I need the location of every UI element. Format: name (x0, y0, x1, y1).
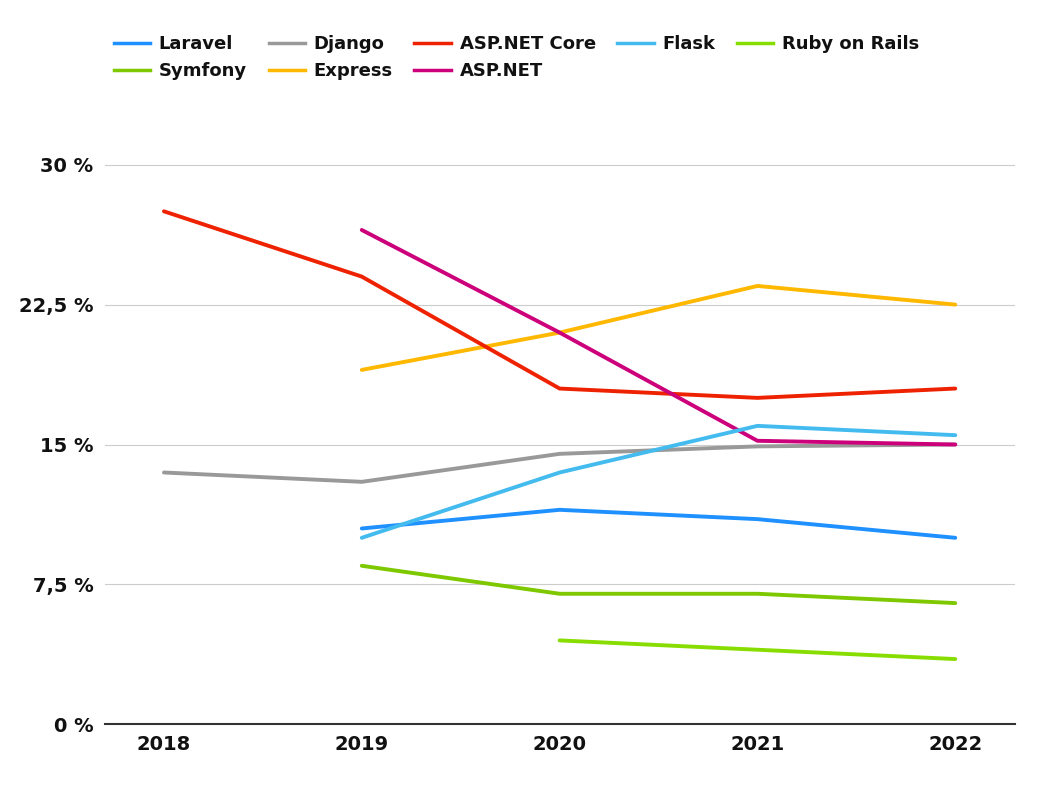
ASP.NET Core (949, 384, 961, 393)
ASP.NET Core (751, 393, 764, 403)
Line: Flask: Flask (362, 426, 955, 538)
Line: Laravel: Laravel (362, 509, 955, 538)
Line: Express: Express (362, 286, 955, 370)
Express (949, 300, 961, 310)
ASP.NET (751, 436, 764, 446)
Django (158, 468, 170, 478)
Line: Django: Django (164, 444, 955, 482)
Flask (356, 533, 368, 543)
Flask (949, 431, 961, 440)
Ruby on Rails (553, 636, 566, 646)
Laravel (751, 514, 764, 524)
Django (949, 439, 961, 449)
Flask (751, 421, 764, 431)
Express (553, 328, 566, 338)
Line: ASP.NET: ASP.NET (362, 230, 955, 444)
Django (553, 449, 566, 458)
Express (751, 281, 764, 291)
Symfony (949, 599, 961, 608)
Symfony (356, 561, 368, 571)
Ruby on Rails (949, 654, 961, 664)
Laravel (949, 533, 961, 543)
Django (751, 442, 764, 451)
Django (356, 477, 368, 486)
Line: Ruby on Rails: Ruby on Rails (560, 641, 955, 659)
ASP.NET (356, 225, 368, 235)
Symfony (553, 589, 566, 599)
Laravel (356, 524, 368, 533)
ASP.NET Core (158, 206, 170, 216)
Flask (553, 468, 566, 478)
Symfony (751, 589, 764, 599)
Ruby on Rails (751, 645, 764, 654)
ASP.NET (949, 439, 961, 449)
ASP.NET Core (356, 272, 368, 282)
Line: ASP.NET Core: ASP.NET Core (164, 211, 955, 398)
Express (356, 365, 368, 375)
Legend: Laravel, Symfony, Django, Express, ASP.NET Core, ASP.NET, Flask, Ruby on Rails: Laravel, Symfony, Django, Express, ASP.N… (114, 35, 919, 80)
ASP.NET (553, 328, 566, 338)
Laravel (553, 505, 566, 514)
ASP.NET Core (553, 384, 566, 393)
Line: Symfony: Symfony (362, 566, 955, 603)
